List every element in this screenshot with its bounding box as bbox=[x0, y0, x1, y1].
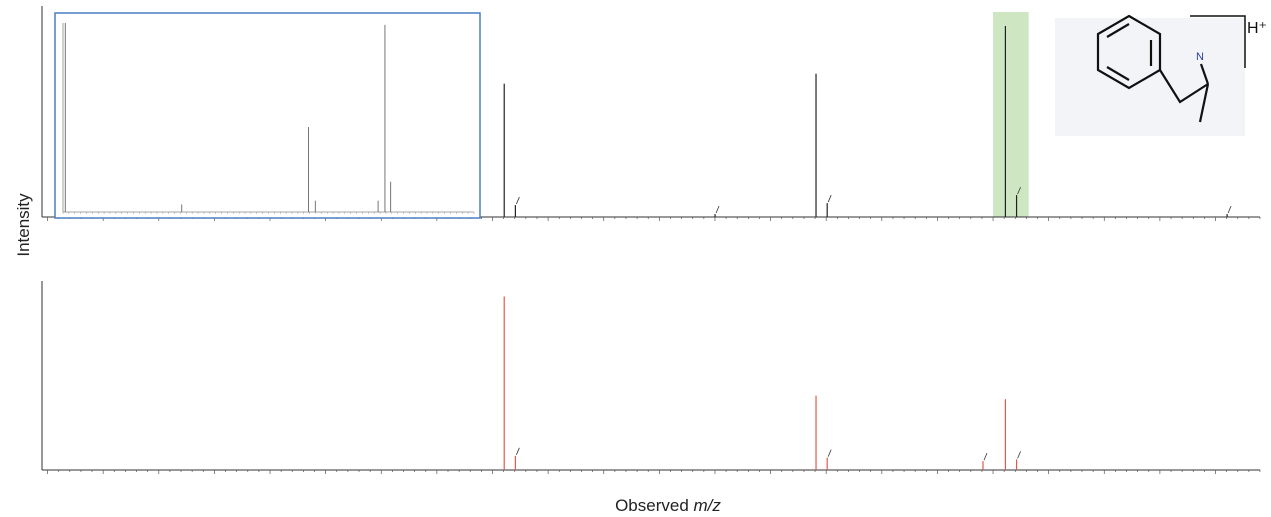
top-spectrum-panel bbox=[41, 6, 1261, 221]
peak-leader bbox=[1017, 451, 1021, 459]
inset-spectrum bbox=[54, 12, 481, 219]
nitrogen-atom-label: N bbox=[1196, 51, 1204, 63]
peak-leader bbox=[516, 447, 520, 455]
x-axis-label-text: Observed bbox=[615, 496, 689, 515]
amine-bond bbox=[1199, 63, 1210, 85]
side-chain-bonds bbox=[1159, 69, 1209, 104]
benzene-ring bbox=[1096, 14, 1162, 90]
peak-leader bbox=[827, 449, 832, 457]
peak-leader bbox=[983, 452, 988, 461]
peak-leader bbox=[516, 196, 520, 205]
peak-leader bbox=[1227, 205, 1232, 214]
inset-frame bbox=[54, 12, 481, 219]
highlight-region bbox=[993, 12, 1029, 217]
y-axis-label: Intensity bbox=[14, 193, 33, 257]
x-axis-label: Observed m/z bbox=[615, 496, 721, 515]
x-axis-label-italic: m/z bbox=[694, 496, 722, 515]
bottom-spectrum-panel bbox=[41, 281, 1261, 474]
peak-leader bbox=[715, 205, 720, 214]
peak-leader bbox=[1017, 186, 1021, 195]
protonated-ion-label: H⁺ bbox=[1247, 20, 1267, 37]
ion-bracket bbox=[1190, 15, 1246, 68]
ring-double-bond bbox=[1106, 23, 1130, 38]
ring-double-bond bbox=[1106, 66, 1130, 81]
peak-leader bbox=[827, 194, 832, 203]
methyl-bond bbox=[1198, 83, 1210, 123]
molecular-structure: N H⁺ bbox=[1055, 14, 1267, 136]
